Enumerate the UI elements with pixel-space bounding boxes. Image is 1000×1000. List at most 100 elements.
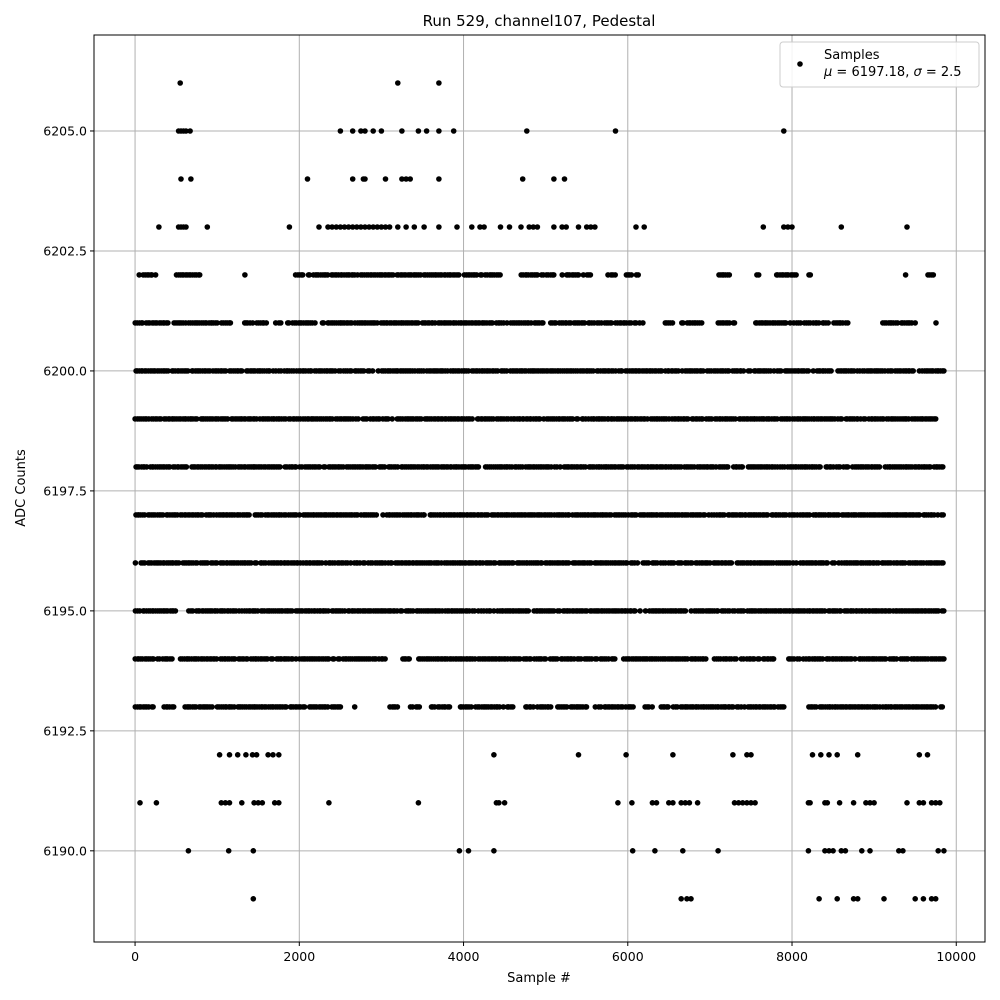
data-point <box>538 560 545 566</box>
data-point <box>250 848 257 854</box>
data-point <box>837 608 844 614</box>
data-point <box>183 464 190 470</box>
data-point <box>731 320 738 326</box>
data-point <box>395 80 401 86</box>
data-point <box>764 512 771 518</box>
data-point <box>517 656 523 662</box>
y-tick-label: 6192.5 <box>43 723 87 738</box>
data-point <box>726 272 733 278</box>
data-point <box>351 704 358 710</box>
data-point <box>194 416 200 422</box>
y-axis-label: ADC Counts <box>14 449 29 527</box>
data-point <box>700 368 706 374</box>
data-point <box>836 800 843 806</box>
data-point <box>838 848 845 854</box>
legend-marker <box>797 61 803 67</box>
data-point <box>642 608 649 614</box>
data-point <box>456 848 463 854</box>
data-point <box>325 224 331 230</box>
data-point <box>805 848 812 854</box>
data-point <box>225 848 232 854</box>
data-point <box>325 704 331 710</box>
data-point <box>289 608 295 614</box>
data-point <box>641 224 647 230</box>
data-point <box>165 368 171 374</box>
data-point <box>374 320 381 326</box>
data-point <box>633 224 639 230</box>
data-point <box>854 896 861 902</box>
data-point <box>671 560 677 566</box>
data-point <box>698 320 705 326</box>
data-point <box>612 272 618 278</box>
data-point <box>842 848 849 854</box>
data-point <box>329 224 335 230</box>
data-point <box>882 656 889 662</box>
data-point <box>496 800 502 806</box>
data-point <box>893 656 900 662</box>
data-point <box>594 656 600 662</box>
data-point <box>362 128 368 134</box>
data-point <box>640 320 646 326</box>
data-point <box>337 224 344 230</box>
data-point <box>358 128 364 134</box>
data-point <box>699 416 706 422</box>
x-axis-label: Sample # <box>507 971 571 986</box>
legend-sigma-symbol: σ <box>913 65 922 80</box>
data-point <box>825 320 831 326</box>
data-point <box>822 848 828 854</box>
data-point <box>904 800 910 806</box>
data-point <box>894 320 901 326</box>
data-point <box>341 224 348 230</box>
data-point <box>349 224 356 230</box>
data-point <box>418 416 424 422</box>
data-point <box>316 464 323 470</box>
data-point <box>436 224 442 230</box>
data-point <box>136 272 142 278</box>
data-point <box>491 848 497 854</box>
data-point <box>469 416 476 422</box>
data-point <box>456 272 462 278</box>
data-point <box>739 800 746 806</box>
data-point <box>665 704 671 710</box>
data-point <box>670 800 676 806</box>
data-point <box>534 272 541 278</box>
data-point <box>132 560 139 566</box>
data-point <box>386 224 393 230</box>
data-point <box>395 224 401 230</box>
data-point <box>694 800 701 806</box>
data-point <box>399 128 405 134</box>
data-point <box>374 224 381 230</box>
data-point <box>348 368 355 374</box>
data-point <box>728 560 735 566</box>
data-point <box>165 320 171 326</box>
data-point <box>821 608 828 614</box>
data-point <box>733 656 739 662</box>
data-point <box>320 320 327 326</box>
data-point <box>153 800 160 806</box>
x-tick-label: 0 <box>131 949 139 964</box>
data-point <box>326 800 332 806</box>
data-point <box>928 800 935 806</box>
data-point <box>813 704 819 710</box>
data-point <box>331 656 337 662</box>
data-point <box>226 800 233 806</box>
data-point <box>838 224 845 230</box>
data-point <box>312 320 318 326</box>
data-point <box>519 176 526 182</box>
data-point <box>834 896 840 902</box>
y-tick-label: 6202.5 <box>43 243 87 258</box>
data-point <box>324 272 331 278</box>
data-point <box>436 176 442 182</box>
data-point <box>403 176 409 182</box>
data-point <box>471 608 478 614</box>
data-point <box>916 512 923 518</box>
data-point <box>415 320 421 326</box>
data-point <box>325 656 332 662</box>
data-point <box>583 224 590 230</box>
data-point <box>688 896 694 902</box>
data-point <box>436 128 442 134</box>
data-point <box>721 512 727 518</box>
data-point <box>744 752 750 758</box>
data-point <box>598 704 604 710</box>
data-point <box>325 608 332 614</box>
